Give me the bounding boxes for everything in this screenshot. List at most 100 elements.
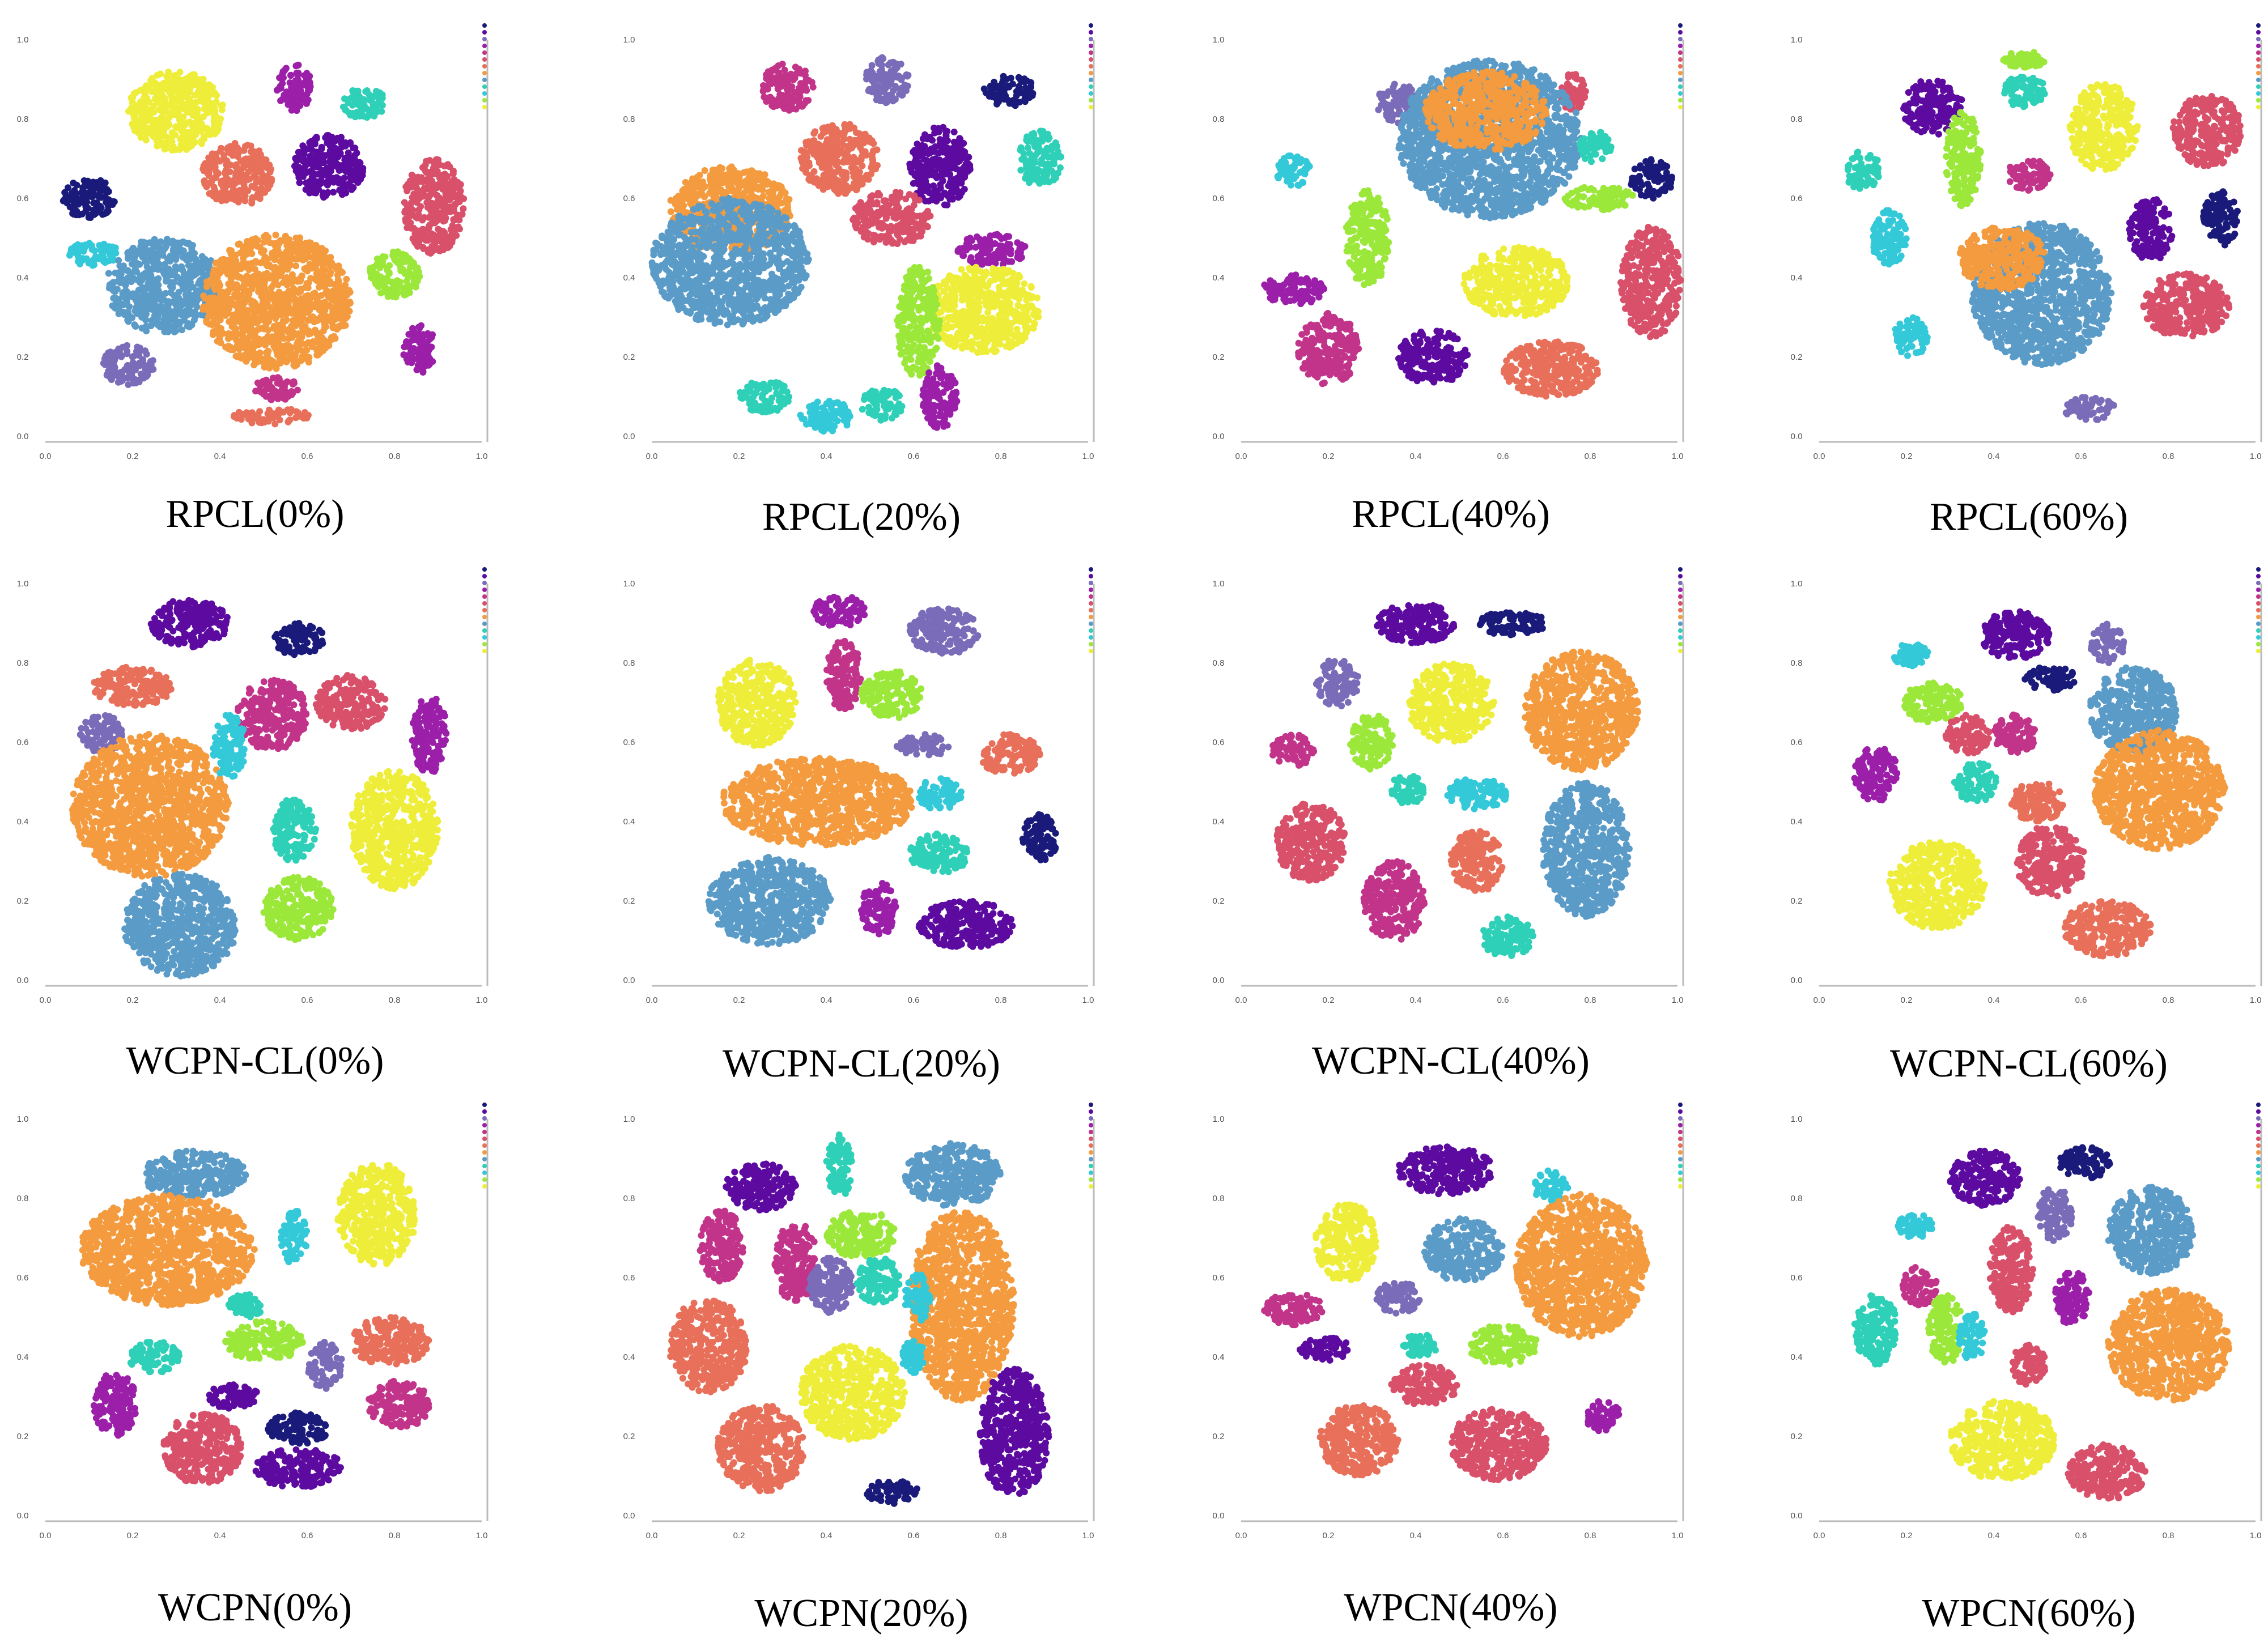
data-point [254,388,261,394]
legend-swatch [482,78,487,82]
data-point [256,419,263,426]
data-point [177,248,184,255]
data-point [263,164,270,171]
data-point [260,307,267,313]
data-point [919,142,925,149]
data-point [771,78,778,84]
data-point [254,243,261,250]
data-point [959,147,966,154]
data-point [826,144,833,151]
data-point [144,372,151,378]
data-point [831,140,838,147]
data-point [949,155,956,161]
legend-swatch [482,30,487,35]
data-point [243,358,249,365]
data-point [279,253,286,260]
data-point [225,345,232,352]
data-point [264,270,270,277]
data-point [156,106,163,113]
data-point [105,270,112,277]
data-point [275,407,282,414]
data-point [330,189,337,195]
data-point [311,260,318,267]
data-point [116,310,122,317]
data-point [319,271,326,278]
data-point [813,175,820,182]
data-point [190,127,197,134]
data-point [154,256,161,262]
cluster [125,69,226,154]
data-point [211,316,218,322]
data-point [253,304,260,310]
data-point [215,123,222,130]
data-point [294,72,301,79]
data-point [161,329,168,335]
scatter-panel: 0.0 0.2 0.4 0.6 0.8 1.00.00.20.40.60.81.0RPCL… [623,23,1094,539]
data-point [353,150,360,156]
data-point [857,144,864,151]
data-point [772,65,779,71]
data-point [212,327,219,334]
data-point [83,242,90,249]
data-point [434,201,440,207]
data-point [313,135,320,142]
data-point [342,298,349,305]
data-point [199,253,206,260]
data-point [321,152,328,159]
data-point [243,251,250,258]
data-point [182,76,189,83]
data-point [955,194,962,201]
data-point [329,291,336,297]
data-point [264,351,271,358]
data-point [1035,149,1042,156]
data-point [118,270,125,277]
data-point [150,366,156,373]
data-point [831,130,838,137]
data-point [177,97,184,104]
data-point [214,157,221,164]
data-point [275,330,282,337]
data-point [145,294,151,301]
data-point [450,216,457,223]
data-point [173,78,180,85]
data-point [402,252,409,259]
data-point [146,279,152,286]
data-point [404,188,410,194]
cluster [367,248,423,300]
data-point [278,263,285,270]
data-point [825,124,831,130]
data-point [922,198,929,205]
data-point [372,101,379,108]
data-point [324,164,330,171]
data-point [802,139,809,146]
data-point [187,85,194,92]
data-point [877,73,884,79]
data-point [79,211,86,218]
data-point [241,328,248,335]
data-point [203,319,210,326]
data-point [313,346,320,353]
cluster [66,240,119,269]
data-point [262,297,269,304]
x-tick-label: 1.0 [476,452,488,461]
data-point [1018,144,1025,151]
legend-swatch [482,71,487,75]
data-point [1027,89,1034,96]
data-point [262,342,269,348]
data-point [792,75,799,82]
data-point [810,151,817,158]
data-point [217,148,224,155]
data-point [942,131,949,138]
data-point [232,318,239,325]
data-point [418,178,424,185]
data-point [449,185,456,192]
data-point [219,101,226,108]
data-point [282,317,289,324]
data-point [154,143,160,150]
data-point [948,189,955,195]
data-point [868,164,874,171]
y-tick-label: 1.0 [623,35,635,45]
data-point [349,161,356,168]
data-point [227,269,234,275]
data-point [128,107,134,114]
